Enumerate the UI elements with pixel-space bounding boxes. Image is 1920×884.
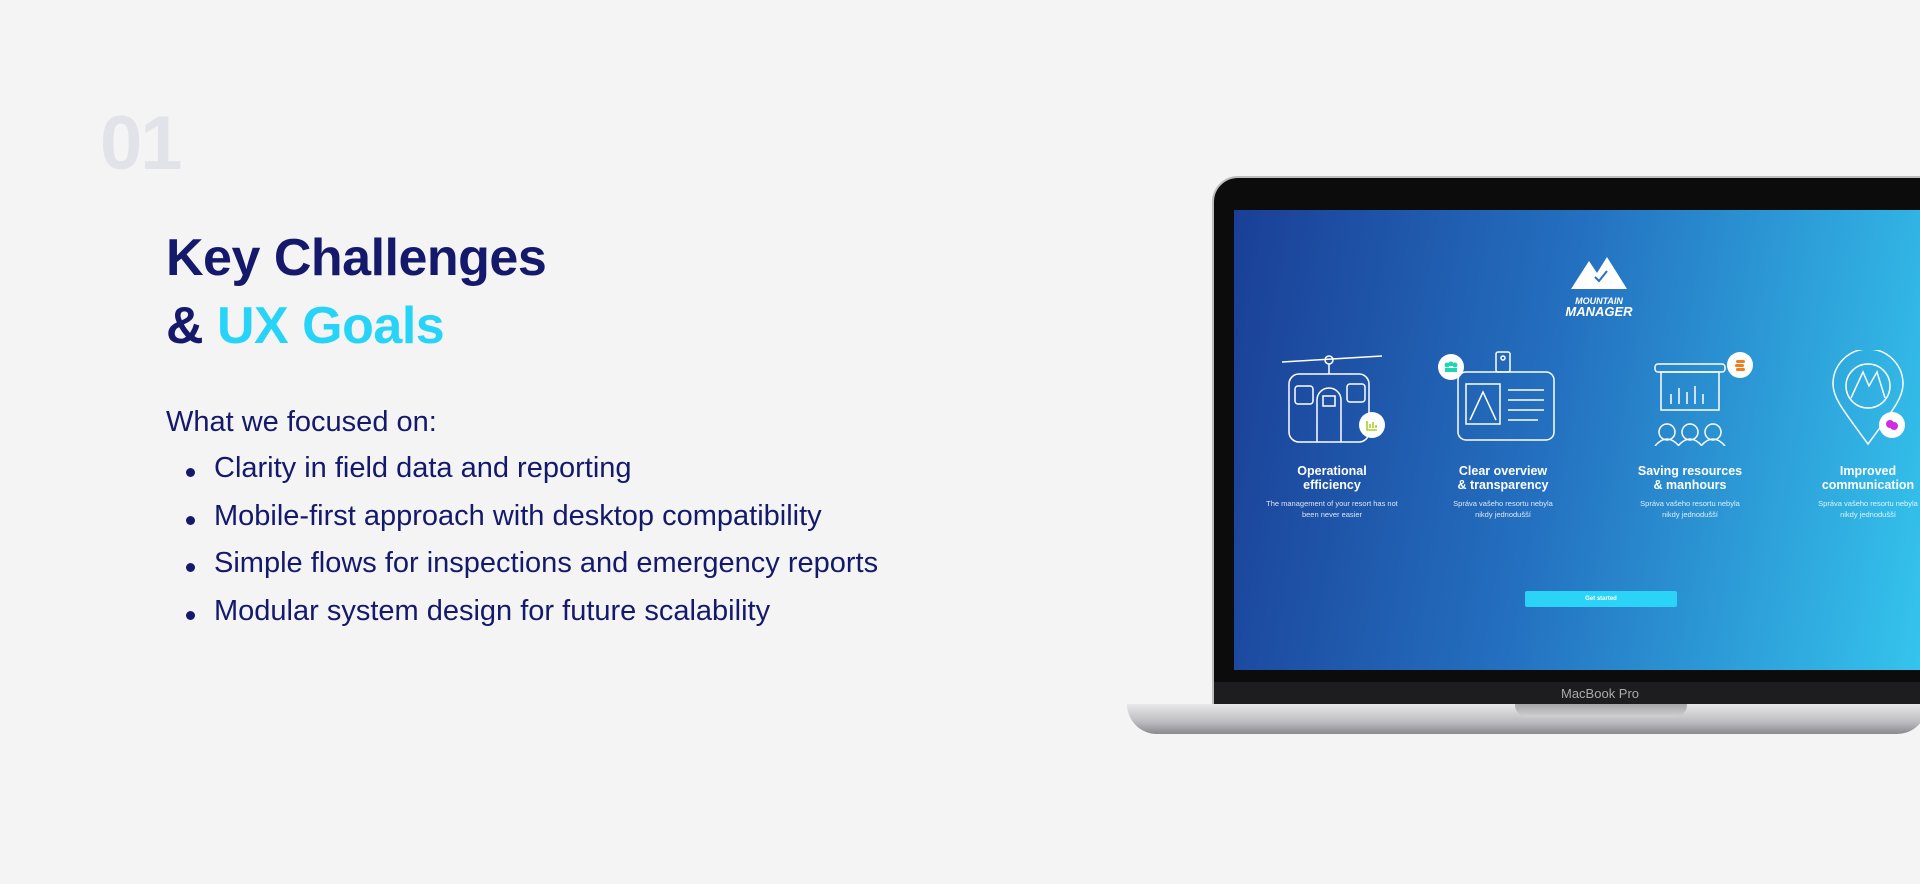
intro-text: What we focused on: bbox=[166, 406, 437, 438]
get-started-button[interactable]: Get started bbox=[1525, 591, 1677, 607]
cable-car-icon bbox=[1281, 355, 1383, 443]
logo-line-1: MOUNTAIN bbox=[1575, 296, 1623, 306]
section-number: 01 bbox=[100, 101, 183, 186]
mountain-manager-logo: MOUNTAIN MANAGER bbox=[1559, 255, 1639, 319]
feature-title: Clear overview bbox=[1458, 464, 1548, 478]
feature-title: efficiency bbox=[1303, 478, 1361, 492]
feature-title: communication bbox=[1821, 478, 1915, 492]
feature-desc: Správa vašeho resortu nebyla bbox=[1818, 499, 1918, 508]
feature-title: Saving resources bbox=[1637, 464, 1743, 478]
feature-operational-efficiency: Operational efficiency The management of … bbox=[1247, 350, 1417, 520]
feature-title: Improved bbox=[1839, 464, 1897, 478]
feature-desc: nikdy jednodušší bbox=[1475, 510, 1531, 519]
logo-line-2: MANAGER bbox=[1565, 304, 1633, 319]
feature-title: Operational bbox=[1297, 464, 1367, 478]
page-title: Key Challenges & UX Goals bbox=[166, 224, 547, 360]
feature-title: & transparency bbox=[1457, 478, 1549, 492]
feature-title: & manhours bbox=[1653, 478, 1727, 492]
title-prefix: & bbox=[166, 297, 217, 355]
feature-desc: Správa vašeho resortu nebyla bbox=[1453, 499, 1553, 508]
laptop-screen: MOUNTAIN MANAGER Operational efficiency T… bbox=[1234, 210, 1920, 670]
bar-chart-icon bbox=[1359, 412, 1385, 438]
presentation-icon bbox=[1654, 363, 1726, 446]
feature-desc: The management of your resort has not bbox=[1266, 499, 1398, 508]
chat-icon bbox=[1879, 412, 1905, 438]
list-item: Mobile-first approach with desktop compa… bbox=[185, 500, 878, 548]
users-icon bbox=[1438, 354, 1464, 380]
feature-desc: been never easier bbox=[1301, 510, 1363, 519]
feature-desc: Správa vašeho resortu nebyla bbox=[1640, 499, 1740, 508]
id-card-icon bbox=[1457, 351, 1555, 441]
feature-improved-communication: Improved communication Správa vašeho reso… bbox=[1783, 350, 1920, 520]
laptop-model-label: MacBook Pro bbox=[1561, 686, 1640, 701]
map-pin-icon bbox=[1832, 350, 1904, 446]
list-item: Modular system design for future scalabi… bbox=[185, 595, 878, 643]
goals-list: Clarity in field data and reporting Mobi… bbox=[185, 452, 878, 643]
list-item: Simple flows for inspections and emergen… bbox=[185, 547, 878, 595]
feature-desc: nikdy jednodušší bbox=[1662, 510, 1718, 519]
laptop-notch bbox=[1515, 704, 1687, 717]
title-line-1: Key Challenges bbox=[166, 229, 547, 287]
coins-icon bbox=[1727, 352, 1753, 378]
title-accent: UX Goals bbox=[217, 297, 445, 355]
laptop-chin: MacBook Pro bbox=[1214, 682, 1920, 704]
feature-saving-resources: Saving resources & manhours Správa vašeho… bbox=[1605, 350, 1775, 520]
list-item: Clarity in field data and reporting bbox=[185, 452, 878, 500]
mountain-logo-icon bbox=[1571, 257, 1627, 289]
feature-desc: nikdy jednodušší bbox=[1840, 510, 1896, 519]
feature-clear-overview: Clear overview & transparency Správa vaše… bbox=[1418, 350, 1588, 520]
